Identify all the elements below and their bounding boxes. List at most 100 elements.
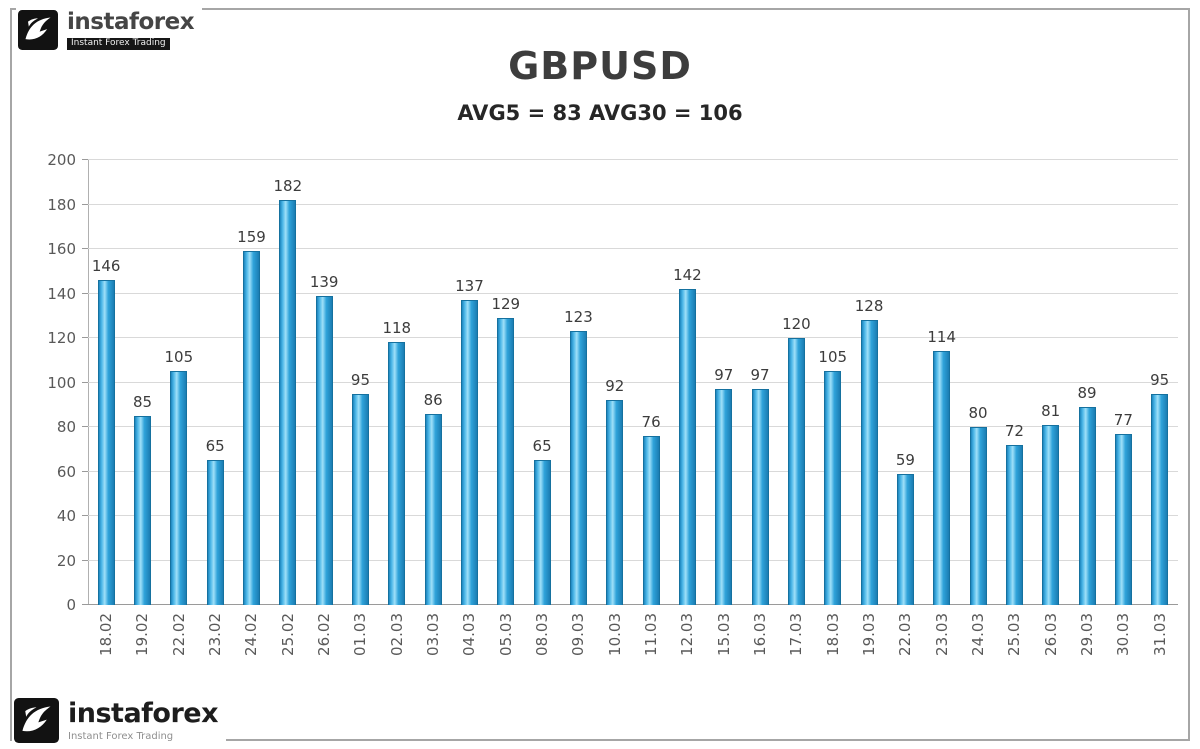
bar-column: 146 bbox=[88, 160, 124, 605]
bar-column: 128 bbox=[851, 160, 887, 605]
instaforex-logo-bottom: instaforex Instant Forex Trading bbox=[12, 696, 227, 745]
logo-wordmark: instaforex bbox=[67, 9, 195, 36]
bar-column: 81 bbox=[1033, 160, 1069, 605]
x-axis-label: 26.02 bbox=[315, 613, 334, 656]
x-axis-label: 10.03 bbox=[605, 613, 624, 656]
bar-column: 65 bbox=[524, 160, 560, 605]
gridline bbox=[88, 203, 1178, 205]
x-axis-label: 11.03 bbox=[642, 613, 661, 656]
logo-tagline: Instant Forex Trading bbox=[68, 730, 174, 742]
x-cell: 10.03 bbox=[597, 605, 633, 656]
bar-value-label: 97 bbox=[750, 366, 770, 385]
x-axis-label: 02.03 bbox=[387, 613, 406, 656]
bar-column: 129 bbox=[488, 160, 524, 605]
x-cell: 31.03 bbox=[1142, 605, 1178, 656]
bar-column: 97 bbox=[706, 160, 742, 605]
bar-value-label: 114 bbox=[927, 328, 957, 347]
x-cell: 24.03 bbox=[960, 605, 996, 656]
bar bbox=[642, 435, 660, 605]
bar bbox=[133, 415, 151, 605]
bar-value-label: 85 bbox=[132, 392, 153, 411]
bar-value-label: 142 bbox=[673, 266, 702, 285]
bar bbox=[933, 351, 951, 605]
y-axis-tick bbox=[82, 604, 88, 605]
gridline bbox=[88, 470, 1178, 472]
x-axis-label: 22.02 bbox=[169, 613, 188, 656]
x-cell: 18.02 bbox=[88, 605, 124, 656]
bar-column: 95 bbox=[1142, 160, 1178, 605]
x-axis-label: 24.03 bbox=[969, 613, 988, 656]
bar-column: 120 bbox=[778, 160, 814, 605]
y-axis-label: 0 bbox=[66, 596, 76, 614]
bars-layer: 146 85 105 65 159 182 139 95 118 86 137 129 65 123 92 7… bbox=[88, 160, 1178, 605]
x-axis-label: 16.03 bbox=[751, 613, 770, 656]
instaforex-logo-top: instaforex Instant Forex Trading bbox=[16, 8, 203, 52]
x-cell: 23.03 bbox=[924, 605, 960, 656]
bar-column: 89 bbox=[1069, 160, 1105, 605]
x-cell: 29.03 bbox=[1069, 605, 1105, 656]
bar-value-label: 97 bbox=[714, 366, 734, 385]
bar-value-label: 86 bbox=[423, 390, 443, 409]
x-axis-label: 15.03 bbox=[714, 613, 733, 656]
x-axis-label: 25.02 bbox=[278, 613, 297, 656]
bar bbox=[424, 413, 442, 605]
x-cell: 04.03 bbox=[451, 605, 487, 656]
bar bbox=[97, 280, 115, 605]
bar bbox=[751, 389, 769, 605]
bar bbox=[533, 460, 551, 605]
x-cell: 09.03 bbox=[560, 605, 596, 656]
bar-value-label: 72 bbox=[1004, 421, 1024, 440]
y-axis-tick bbox=[82, 426, 88, 427]
bar-value-label: 129 bbox=[491, 294, 521, 313]
bar bbox=[388, 342, 406, 605]
logo-wordmark: instaforex bbox=[68, 698, 219, 730]
x-axis-label: 26.03 bbox=[1041, 613, 1060, 656]
gridline bbox=[88, 337, 1178, 338]
bar bbox=[460, 300, 478, 605]
bar bbox=[497, 317, 515, 605]
bar-value-label: 118 bbox=[382, 319, 412, 338]
bar-value-label: 95 bbox=[1150, 370, 1170, 389]
bar bbox=[242, 251, 260, 605]
x-cell: 22.03 bbox=[887, 605, 923, 656]
bar-column: 182 bbox=[270, 160, 306, 605]
bar-column: 95 bbox=[342, 160, 378, 605]
bar-column: 86 bbox=[415, 160, 451, 605]
x-cell: 23.02 bbox=[197, 605, 233, 656]
x-axis-label: 19.03 bbox=[860, 613, 879, 656]
bar-column: 97 bbox=[742, 160, 778, 605]
chart-title: GBPUSD bbox=[508, 44, 692, 88]
bar-value-label: 146 bbox=[91, 257, 121, 276]
x-cell: 17.03 bbox=[778, 605, 814, 656]
bar-column: 105 bbox=[815, 160, 851, 605]
bar-column: 76 bbox=[633, 160, 669, 605]
x-axis-label: 22.03 bbox=[896, 613, 915, 656]
gridline bbox=[88, 426, 1178, 427]
bar-column: 80 bbox=[960, 160, 996, 605]
x-cell: 30.03 bbox=[1105, 605, 1141, 656]
bar-column: 137 bbox=[451, 160, 487, 605]
bar-value-label: 89 bbox=[1077, 383, 1097, 402]
x-cell: 02.03 bbox=[379, 605, 415, 656]
bar bbox=[860, 320, 878, 605]
logo-tagline: Instant Forex Trading bbox=[67, 37, 170, 50]
bar-value-label: 65 bbox=[532, 437, 552, 456]
bar bbox=[569, 331, 587, 605]
y-axis-tick bbox=[82, 248, 88, 249]
gridline bbox=[88, 159, 1178, 160]
bar-column: 72 bbox=[996, 160, 1032, 605]
x-cell: 24.02 bbox=[233, 605, 269, 656]
y-axis-tick bbox=[82, 337, 88, 338]
gridline bbox=[88, 559, 1178, 561]
x-cell: 25.02 bbox=[270, 605, 306, 656]
y-axis-label: 40 bbox=[56, 507, 76, 525]
bar-value-label: 128 bbox=[854, 297, 884, 316]
bar bbox=[1005, 444, 1023, 605]
gridline bbox=[88, 604, 1178, 605]
x-axis-label: 23.02 bbox=[206, 613, 225, 656]
bar bbox=[787, 338, 805, 605]
bar-value-label: 80 bbox=[968, 404, 988, 422]
x-cell: 22.02 bbox=[161, 605, 197, 656]
bar bbox=[170, 371, 188, 605]
x-cell: 12.03 bbox=[669, 605, 705, 656]
